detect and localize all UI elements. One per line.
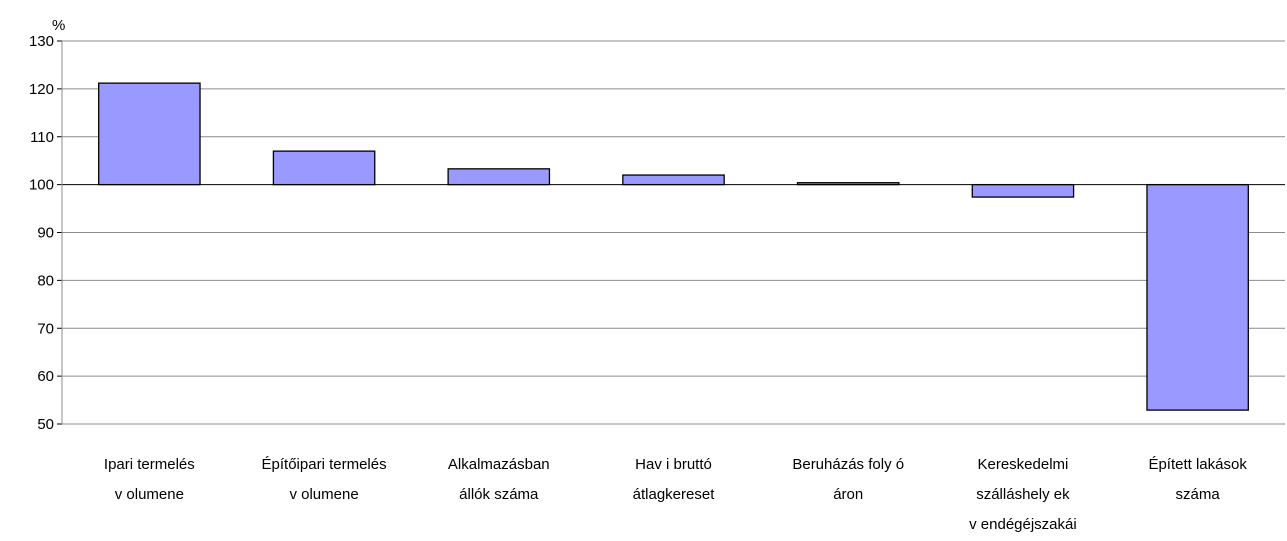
category-label: átlagkereset [633,486,716,503]
category-label: áron [833,486,863,503]
y-tick-label: 120 [29,81,54,98]
bar [622,174,725,186]
category-labels: Ipari termelés v olumene Építőipari termel… [104,456,1247,533]
y-tick-label: 50 [37,416,54,433]
y-tick-label: 70 [37,320,54,337]
category-label: állók száma [459,486,539,503]
y-tick-label: 130 [29,33,54,50]
bar [447,168,551,186]
category-label: v olumene [289,486,358,503]
bar [971,183,1075,198]
y-tick-label: 110 [30,129,54,146]
bar [272,150,376,186]
gridlines [62,40,1285,425]
bars [98,82,1249,411]
y-tick-label: 80 [37,272,54,289]
category-label: szálláshely ek [976,486,1070,503]
y-unit-label: % [52,17,65,34]
category-label: Beruházás foly ó [792,456,904,473]
y-tick-label: 60 [37,368,54,385]
bar [1146,183,1249,411]
y-tick-label: 90 [37,225,54,242]
category-label: Kereskedelmi [977,456,1068,473]
category-label: száma [1176,486,1221,503]
y-tick-label: 100 [29,177,54,194]
category-label: Hav i bruttó [635,456,712,473]
category-label: Épített lakások [1148,456,1247,473]
category-label: Alkalmazásban [448,456,550,473]
category-label: Ipari termelés [104,456,195,473]
category-label: Építőipari termelés [262,456,387,473]
category-label: v endégéjszakái [969,516,1077,533]
category-label: v olumene [115,486,184,503]
bar [98,82,201,186]
y-axis-ticks: 50 60 70 80 90 100 110 120 130 [29,33,62,433]
